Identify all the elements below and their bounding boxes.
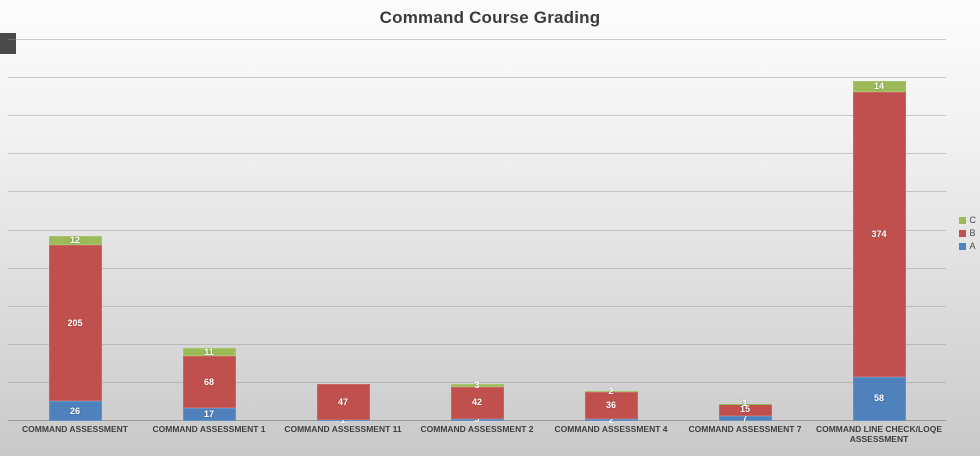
category-label: COMMAND ASSESSMENT 1 (152, 424, 266, 434)
bar-data-label: 2 (608, 385, 614, 396)
legend-item-b: B (958, 228, 977, 238)
legend-item-c: C (958, 215, 977, 225)
plot-area: 26205121768111473423236271515837414 (8, 39, 946, 425)
legend-item-a: A (958, 241, 977, 251)
bar-segment-a: 7 (718, 412, 772, 423)
category-label: COMMAND ASSESSMENT (22, 424, 128, 434)
legend-label: A (969, 241, 976, 251)
bar-data-label: 2 (608, 414, 614, 425)
legend-label: B (969, 228, 976, 238)
bar-data-label: 47 (337, 396, 348, 407)
bar-segment-b: 374 (852, 91, 906, 377)
bar-segment-a: 58 (852, 376, 906, 421)
bar-segment-a: 3 (450, 415, 504, 424)
category-axis: COMMAND ASSESSMENT COMMAND ASSESSMENT 1 CO… (8, 424, 946, 452)
bar-segment-b: 36 (584, 392, 638, 420)
category-label: COMMAND ASSESSMENT 2 (420, 424, 534, 434)
bar-data-label: 3 (474, 414, 480, 425)
bar-segment-b: 205 (48, 245, 102, 402)
bar-segment-b: 47 (316, 384, 370, 421)
gridline (8, 191, 946, 193)
bar-segment-a: 17 (182, 408, 236, 421)
category-label: COMMAND LINE CHECK/LOQE ASSESSMENT (815, 424, 943, 444)
chart-title: Command Course Grading (379, 8, 601, 27)
category-label: COMMAND ASSESSMENT 11 (284, 424, 402, 434)
bar-segment-a: 2 (584, 415, 638, 424)
gridline (8, 381, 946, 383)
bar-segment-b: 15 (718, 404, 772, 416)
gridline (8, 77, 946, 79)
bar-segment-c: 11 (182, 346, 236, 357)
bar-data-label: 3 (474, 380, 480, 391)
corner-artifact (0, 33, 16, 54)
bar-data-label: 12 (69, 234, 80, 245)
bar-segment-c: 1 (718, 399, 772, 408)
bar-data-label: 26 (69, 405, 80, 416)
bar-segment-b: 68 (182, 356, 236, 409)
bar-segment-a: 26 (48, 401, 102, 421)
gridline (8, 229, 946, 231)
bar-data-label: 15 (739, 404, 750, 415)
gridline (8, 153, 946, 155)
legend-label: C (969, 215, 977, 225)
gridline (8, 115, 946, 117)
gridline (8, 305, 946, 307)
gridline (8, 343, 946, 345)
bar-data-label: 374 (871, 228, 887, 239)
bar-segment-c: 12 (48, 234, 102, 245)
legend-swatch-icon (958, 243, 966, 250)
gridline (8, 39, 946, 40)
bar-segment-a: 1 (316, 416, 370, 425)
bar-segment-c: 3 (450, 381, 504, 390)
bar-segment-c: 14 (852, 81, 906, 92)
category-label: COMMAND ASSESSMENT 7 (688, 424, 802, 434)
bar-data-label: 36 (605, 400, 616, 411)
gridline (8, 267, 946, 269)
bar-segment-b: 42 (450, 386, 504, 419)
bar-data-label: 1 (742, 398, 748, 409)
bar-data-label: 14 (873, 81, 884, 91)
bar-data-label: 68 (203, 376, 214, 387)
bar-data-label: 42 (471, 397, 482, 408)
legend-swatch-icon (958, 230, 966, 237)
bar-data-label: 17 (203, 409, 214, 420)
bar-data-label: 7 (742, 412, 748, 423)
bar-data-label: 11 (204, 346, 214, 357)
bar-data-label: 205 (67, 317, 83, 328)
bar-data-label: 58 (873, 393, 884, 404)
bar-segment-c: 2 (584, 386, 638, 395)
category-label: COMMAND ASSESSMENT 4 (554, 424, 668, 434)
legend-swatch-icon (958, 217, 966, 224)
